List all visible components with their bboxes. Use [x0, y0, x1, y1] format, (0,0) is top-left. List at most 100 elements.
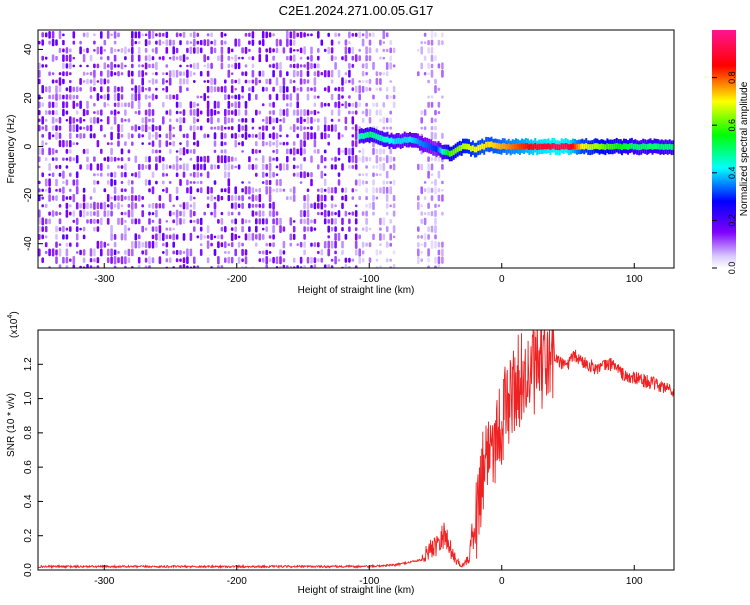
signal-core — [422, 141, 425, 148]
signal-core — [636, 144, 639, 150]
spectrogram-cell — [389, 148, 392, 155]
spectrogram-cell — [389, 117, 392, 124]
spectrogram-cell — [430, 47, 434, 54]
spectrogram-cell — [93, 179, 96, 185]
spectrogram-cell — [38, 225, 41, 233]
spectrogram-cell — [255, 134, 258, 138]
y-tick-label: 1.2 — [23, 357, 34, 371]
spectrogram-cell — [213, 132, 217, 140]
signal-core — [426, 142, 429, 149]
spectrogram-cell — [79, 40, 82, 45]
spectrogram-cell — [158, 256, 162, 265]
spectrogram-cell — [113, 256, 117, 265]
spectrogram-cell — [172, 211, 175, 216]
spectrogram-cell — [268, 171, 272, 179]
spectrogram-cell — [365, 226, 368, 233]
spectrogram-cell — [210, 194, 213, 202]
spectrogram-cell — [224, 155, 227, 164]
spectrogram-cell — [268, 47, 272, 54]
spectrogram-cell — [141, 163, 144, 171]
spectrogram-cell — [206, 33, 210, 37]
spectrogram-cell — [82, 209, 86, 218]
spectrogram-cell — [286, 134, 289, 138]
spectrogram-cell — [317, 202, 320, 209]
spectrogram-cell — [268, 140, 272, 147]
spectrogram-cell — [379, 243, 382, 247]
spectrogram-cell — [72, 256, 76, 265]
spectrogram-cell — [134, 124, 138, 132]
spectrogram-cell — [55, 241, 58, 248]
spectrogram-cell — [48, 248, 51, 257]
spectrogram-cell — [220, 149, 224, 154]
spectrogram-cell — [220, 218, 224, 225]
spectrogram-cell — [44, 242, 48, 248]
spectrogram-cell — [237, 62, 241, 70]
spectrogram-cell — [100, 46, 103, 55]
spectrogram-cell — [117, 140, 120, 147]
spectrogram-cell — [272, 55, 275, 61]
spectrogram-cell — [306, 209, 310, 218]
spectrogram-cell — [58, 30, 62, 40]
spectrogram-cell — [137, 41, 141, 45]
spectrogram-cell — [48, 163, 51, 171]
spectrogram-cell — [196, 46, 200, 54]
spectrogram-cell — [289, 196, 293, 201]
spectrogram-cell — [189, 186, 193, 195]
signal-core — [494, 142, 497, 149]
spectrogram-cell — [306, 33, 310, 37]
spectrogram-cell — [354, 155, 358, 164]
spectrogram-cell — [137, 54, 141, 62]
spectrogram-cell — [117, 132, 120, 140]
spectrogram-cell — [172, 241, 175, 248]
spectrogram-cell — [427, 163, 430, 171]
spectrogram-cell — [110, 225, 113, 234]
spectrogram-cell — [210, 116, 213, 125]
spectrogram-cell — [179, 204, 182, 208]
figure-title: C2E1.2024.271.00.05.G17 — [279, 3, 434, 18]
spectrogram-cell — [289, 64, 293, 68]
spectrogram-y-axis-label: Frequency (Hz) — [6, 115, 17, 184]
spectrogram-cell — [210, 187, 213, 194]
spectrogram-cell — [275, 148, 279, 155]
spectrogram-cell — [51, 94, 55, 100]
spectrogram-cell — [86, 78, 89, 85]
spectrogram-cell — [110, 61, 113, 71]
spectrogram-cell — [306, 226, 310, 232]
spectrogram-cell — [172, 219, 175, 224]
spectrogram-cell — [255, 149, 258, 154]
spectrogram-cell — [341, 95, 344, 99]
spectrogram-cell — [206, 134, 210, 138]
spectrogram-cell — [103, 78, 107, 85]
spectrogram-cell — [210, 164, 213, 170]
spectrogram-cell — [227, 117, 231, 124]
spectrogram-cell — [72, 264, 76, 268]
spectrogram-cell — [172, 55, 175, 61]
spectrogram-cell — [151, 140, 155, 147]
spectrogram-cell — [86, 125, 89, 131]
spectrogram-cell — [420, 243, 423, 246]
spectrogram-cell — [86, 72, 89, 75]
signal-core — [670, 144, 673, 150]
signal-core — [609, 143, 612, 150]
spectrogram-cell — [144, 227, 148, 231]
spectrogram-cell — [206, 85, 210, 93]
spectrogram-cell — [38, 180, 41, 185]
spectrogram-cell — [168, 77, 172, 86]
signal-core — [568, 144, 570, 150]
spectrogram-cell — [230, 195, 234, 201]
spectrogram-cell — [354, 124, 358, 132]
spectrogram-cell — [96, 93, 100, 101]
spectrogram-cell — [279, 62, 282, 70]
spectrogram-cell — [75, 142, 79, 145]
spectrogram-cell — [100, 31, 103, 39]
spectrogram-cell — [193, 164, 196, 170]
spectrogram-cell — [196, 62, 200, 70]
spectrogram-cell — [144, 55, 148, 61]
spectrogram-cell — [44, 203, 48, 208]
spectrogram-cell — [234, 226, 237, 232]
spectrogram-cell — [127, 209, 131, 218]
spectrogram-cell — [158, 203, 162, 209]
spectrogram-cell — [89, 71, 93, 76]
spectrogram-cell — [55, 110, 58, 116]
spectrogram-cell — [41, 64, 44, 68]
